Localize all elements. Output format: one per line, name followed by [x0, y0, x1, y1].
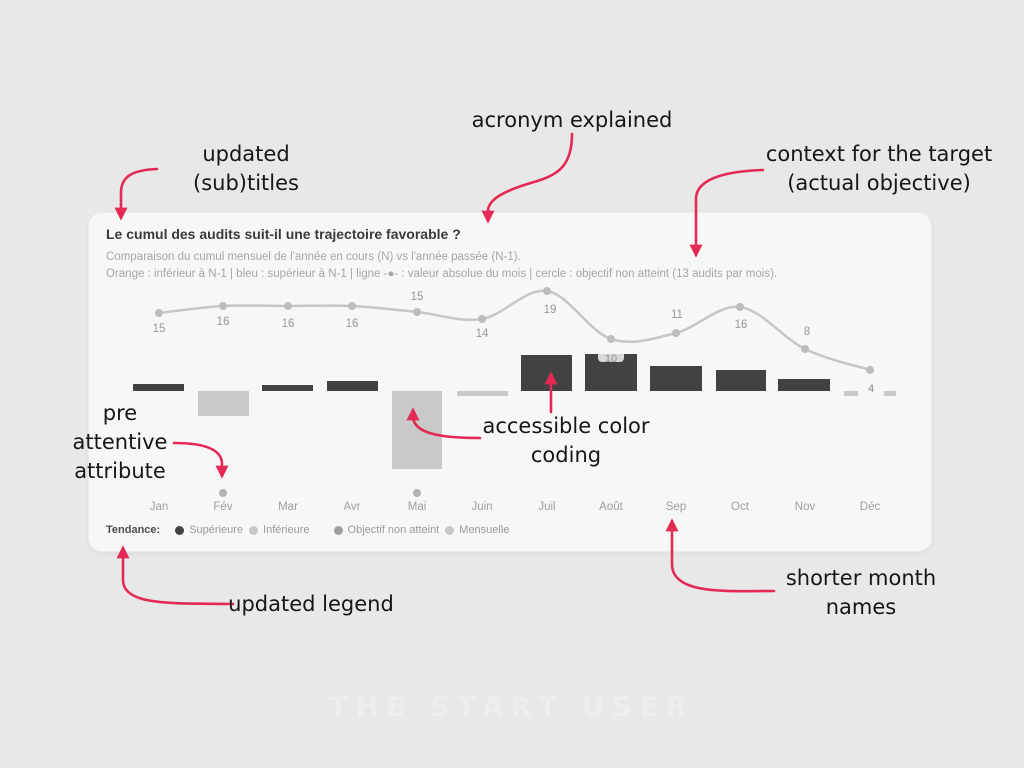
bar-jan: [133, 384, 184, 391]
legend-label: Objectif non atteint: [347, 524, 440, 536]
annotation-line: (actual objective): [787, 171, 971, 195]
annotation-line: accessible color: [482, 414, 650, 438]
dec-notch: [858, 387, 884, 397]
annotation-pre-attentive: pre attentive attribute: [45, 399, 195, 486]
annotation-line: coding: [530, 443, 602, 467]
legend-label: Inférieure: [263, 524, 310, 536]
annotation-line: attribute: [74, 459, 166, 483]
legend-dot-objectif: [333, 525, 343, 535]
annotation-accessible-color: accessible color coding: [441, 412, 691, 470]
legend-dot-mensuelle: [445, 525, 455, 535]
legend-item-inferieure: Inférieure: [249, 524, 310, 536]
value-label: 16: [282, 318, 295, 330]
annotation-line: acronym explained: [471, 108, 673, 132]
value-label: 14: [476, 328, 489, 340]
objective-dot-fev: [219, 489, 227, 497]
value-label: 15: [153, 323, 166, 335]
annotation-context-target: context for the target (actual objective…: [754, 140, 1004, 198]
annotation-line: attentive: [72, 430, 168, 454]
legend-item-mensuelle: Mensuelle: [445, 524, 509, 536]
arrow-acronym-explained: [481, 132, 574, 224]
bar-avr: [327, 381, 378, 391]
annotation-line: pre: [102, 401, 138, 425]
chart-title: Le cumul des audits suit-il une trajecto…: [106, 226, 461, 242]
dec-notch-value: 4: [868, 383, 874, 395]
annotation-acronym-explained: acronym explained: [447, 106, 697, 135]
month-label: Avr: [343, 501, 360, 513]
bar-nov: [778, 379, 830, 391]
legend-title: Tendance:: [106, 524, 161, 536]
month-label: Fév: [213, 501, 232, 513]
chart-legend: Tendance: Supérieure Inférieure Objectif…: [106, 524, 509, 536]
line-markers: [155, 287, 874, 374]
annotation-shorter-months: shorter month names: [736, 564, 986, 622]
annotation-line: context for the target: [765, 142, 993, 166]
annotation-line: (sub)titles: [193, 171, 299, 195]
bar-juin: [457, 391, 508, 396]
audit-combo-chart: 15 16 16 16 15 14 19 11 16 8: [133, 287, 896, 513]
value-label: 16: [346, 318, 359, 330]
bar-mai: [392, 391, 442, 469]
legend-item-superieure: Supérieure: [175, 524, 243, 536]
line-value-labels: 15 16 16 16 15 14 19 11 16 8: [153, 291, 811, 340]
month-axis: Jan Fév Mar Avr Mai Juin Juil Août Sep O…: [150, 501, 881, 513]
value-label: 15: [411, 291, 424, 303]
month-label: Jan: [150, 501, 169, 513]
value-label: 16: [217, 316, 230, 328]
bar-juil: [521, 355, 572, 391]
month-label: Oct: [731, 501, 750, 513]
legend-label: Mensuelle: [459, 524, 510, 536]
legend-item-objectif: Objectif non atteint: [316, 524, 440, 536]
annotation-updated-subtitles: updated (sub)titles: [146, 140, 346, 198]
trend-line: [158, 289, 871, 372]
annotation-line: shorter month: [785, 566, 937, 590]
value-label: 19: [544, 304, 557, 316]
month-label: Mai: [408, 501, 427, 513]
legend-dot-inferieure: [249, 525, 259, 535]
objective-not-met-dots: [219, 489, 421, 497]
value-label: 11: [671, 309, 683, 321]
chart-subtitle-2: Orange : inférieur à N-1 | bleu : supéri…: [106, 268, 778, 280]
annotation-line: names: [825, 595, 897, 619]
month-label: Juin: [471, 501, 492, 513]
month-label: Mar: [278, 501, 298, 513]
value-label: 16: [735, 319, 748, 331]
aout-notch: [598, 354, 624, 362]
month-label: Sep: [666, 501, 686, 513]
annotation-line: updated: [202, 142, 290, 166]
aout-notch-value: 10: [605, 353, 617, 365]
month-label: Août: [599, 501, 623, 513]
watermark: THE START USER: [329, 692, 695, 723]
bar-fev: [198, 391, 249, 416]
chart-subtitle-1: Comparaison du cumul mensuel de l'année …: [106, 251, 521, 263]
bar-mar: [262, 385, 313, 391]
annotation-updated-legend: updated legend: [186, 590, 436, 619]
bar-oct: [716, 370, 766, 391]
month-label: Juil: [538, 501, 555, 513]
bar-sep: [650, 366, 702, 391]
legend-label: Supérieure: [189, 524, 244, 536]
legend-dot-superieure: [175, 525, 185, 535]
value-label: 8: [804, 326, 810, 338]
month-label: Nov: [795, 501, 816, 513]
annotation-line: updated legend: [228, 592, 394, 616]
chart-card: Le cumul des audits suit-il une trajecto…: [88, 212, 932, 552]
objective-dot-mai: [413, 489, 421, 497]
month-label: Déc: [860, 501, 881, 513]
